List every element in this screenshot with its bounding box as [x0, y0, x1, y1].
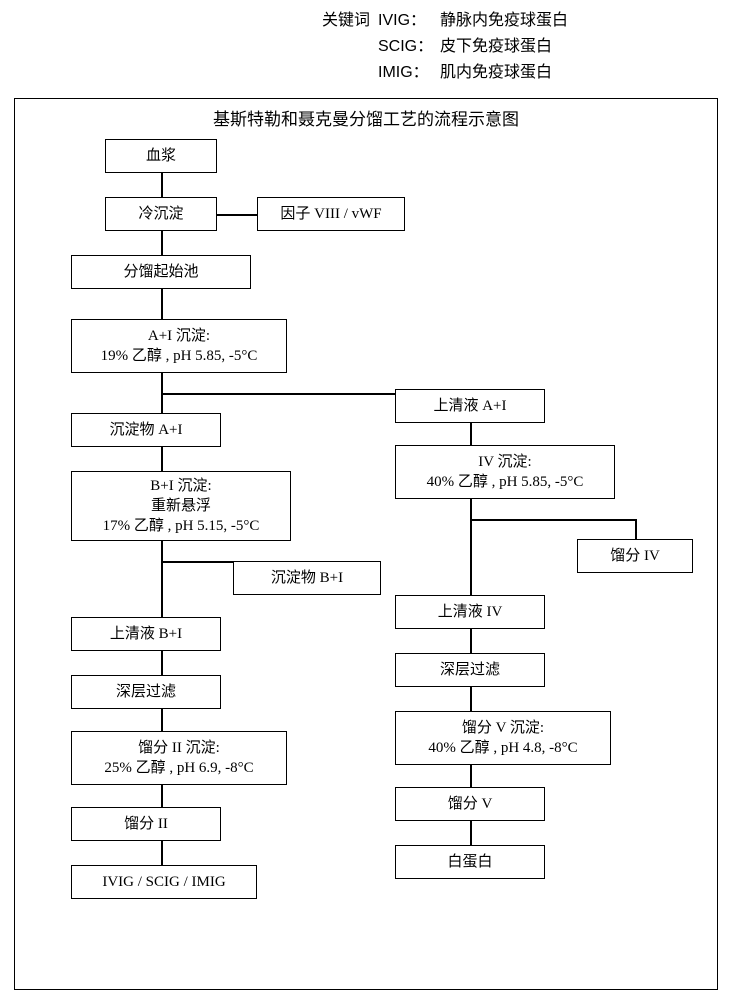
node-albumin: 白蛋白 — [395, 845, 545, 879]
node-plasma: 血浆 — [105, 139, 217, 173]
node-fracV: 馏分 V 沉淀: 40% 乙醇 , pH 4.8, -8°C — [395, 711, 611, 765]
legend-row: IMIG： 肌内免疫球蛋白 — [280, 60, 568, 86]
connector-line — [470, 519, 472, 595]
connector-line — [161, 541, 163, 561]
node-startpool: 分馏起始池 — [71, 255, 251, 289]
connector-line — [470, 765, 472, 787]
connector-line — [161, 231, 163, 255]
legend-key-label: 关键词 — [280, 8, 370, 34]
legend-val-1: 皮下免疫球蛋白 — [440, 34, 552, 60]
connector-line — [161, 393, 163, 413]
diagram-frame: 基斯特勒和聂克曼分馏工艺的流程示意图 血浆冷沉淀 因子 VIII / vWF分馏起… — [14, 98, 718, 990]
node-precAI: 沉淀物 A+I — [71, 413, 221, 447]
legend-row: 关键词 IVIG： 静脉内免疫球蛋白 — [280, 8, 568, 34]
node-supAI: 上清液 A+I — [395, 389, 545, 423]
connector-line — [470, 687, 472, 711]
connector-line — [470, 821, 472, 845]
connector-line — [161, 561, 233, 563]
node-ivig: IVIG / SCIG / IMIG — [71, 865, 257, 899]
node-fV: 馏分 V — [395, 787, 545, 821]
connector-line — [470, 629, 472, 653]
legend-val-0: 静脉内免疫球蛋白 — [440, 8, 568, 34]
node-ivprec: IV 沉淀: 40% 乙醇 , pH 5.85, -5°C — [395, 445, 615, 499]
connector-line — [161, 785, 163, 807]
node-deepL: 深层过滤 — [71, 675, 221, 709]
legend-val-2: 肌内免疫球蛋白 — [440, 60, 552, 86]
legend-code-2: IMIG： — [370, 60, 440, 86]
legend-code-0: IVIG： — [370, 8, 440, 34]
node-fracII: 馏分 II 沉淀: 25% 乙醇 , pH 6.9, -8°C — [71, 731, 287, 785]
connector-line — [470, 519, 635, 521]
connector-line — [161, 373, 163, 393]
diagram-title: 基斯特勒和聂克曼分馏工艺的流程示意图 — [15, 105, 717, 130]
connector-line — [161, 173, 163, 197]
node-supBI: 上清液 B+I — [71, 617, 221, 651]
node-fII: 馏分 II — [71, 807, 221, 841]
connector-line — [161, 841, 163, 865]
node-factor: 因子 VIII / vWF — [257, 197, 405, 231]
node-cryo: 冷沉淀 — [105, 197, 217, 231]
node-api: A+I 沉淀: 19% 乙醇 , pH 5.85, -5°C — [71, 319, 287, 373]
connector-line — [470, 499, 472, 519]
connector-line — [161, 651, 163, 675]
node-fracIV: 馏分 IV — [577, 539, 693, 573]
connector-line — [161, 447, 163, 471]
connector-line — [161, 289, 163, 319]
legend-row: SCIG： 皮下免疫球蛋白 — [280, 34, 568, 60]
node-bpi: B+I 沉淀: 重新悬浮 17% 乙醇 , pH 5.15, -5°C — [71, 471, 291, 541]
node-deepR: 深层过滤 — [395, 653, 545, 687]
connector-line — [470, 423, 472, 445]
legend-code-1: SCIG： — [370, 34, 440, 60]
connector-line — [161, 709, 163, 731]
node-precBI: 沉淀物 B+I — [233, 561, 381, 595]
connector-line — [161, 561, 163, 617]
connector-line — [217, 214, 257, 216]
legend: 关键词 IVIG： 静脉内免疫球蛋白 SCIG： 皮下免疫球蛋白 IMIG： 肌… — [280, 8, 568, 86]
connector-line — [635, 519, 637, 539]
node-supIV: 上清液 IV — [395, 595, 545, 629]
